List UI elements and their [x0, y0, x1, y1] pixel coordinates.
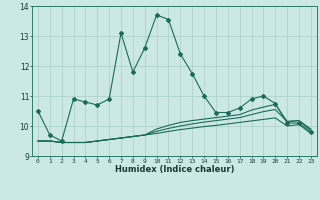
X-axis label: Humidex (Indice chaleur): Humidex (Indice chaleur) — [115, 165, 234, 174]
